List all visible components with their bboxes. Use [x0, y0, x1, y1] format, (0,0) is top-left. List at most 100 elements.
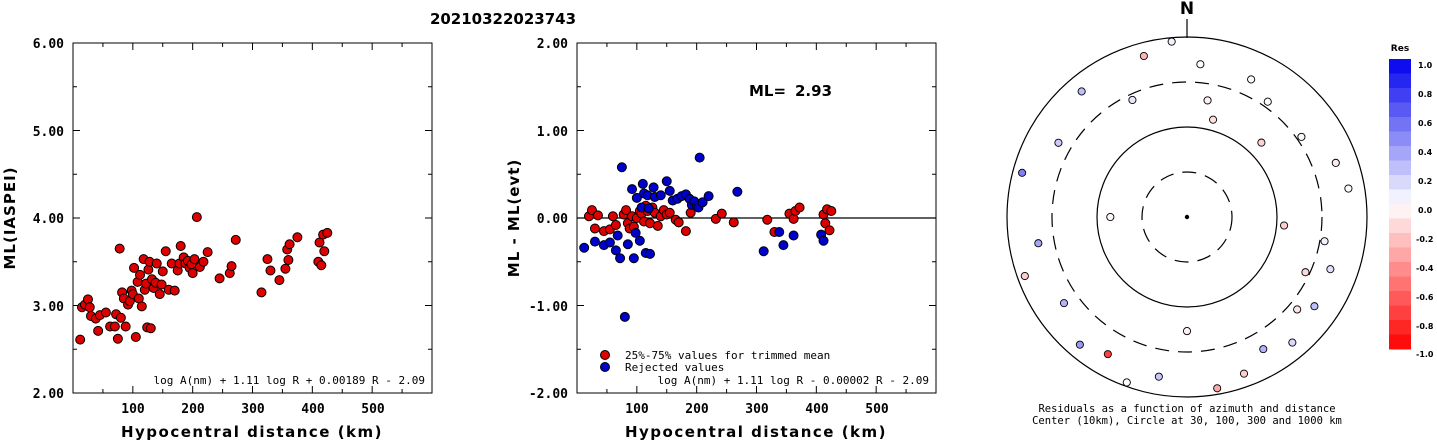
colorbar-cell [1389, 160, 1411, 176]
station-marker [1288, 338, 1297, 347]
rejected-point [627, 184, 638, 195]
trimmed-mean-point [762, 214, 773, 225]
colorbar-cell [1389, 88, 1411, 103]
ml-data-point [262, 254, 273, 265]
rejected-point [778, 240, 789, 251]
colorbar-cell [1389, 146, 1411, 161]
ml-chart-points [75, 212, 333, 345]
station-marker [1247, 75, 1256, 84]
station-marker [1257, 138, 1266, 147]
ring-300km [1051, 81, 1323, 353]
station-marker [1018, 168, 1027, 177]
legend-marker-trimmed [600, 350, 610, 360]
ml-data-point [136, 301, 147, 312]
rejected-point [631, 192, 642, 203]
residual-vs-distance-chart: -2.00 -1.00 0.00 1.00 2.00 100 200 300 4… [505, 37, 937, 441]
colorbar-cell [1389, 175, 1411, 190]
legend-marker-rejected [600, 362, 610, 372]
ml-data-point [316, 260, 327, 271]
trimmed-mean-point [728, 217, 739, 228]
station-marker [1301, 268, 1310, 277]
rejected-point [758, 246, 769, 257]
ml-value: 2.93 [795, 82, 832, 100]
rejected-point [644, 248, 655, 259]
station-marker [1326, 265, 1335, 274]
colorbar-cell [1389, 276, 1411, 292]
trimmed-mean-point [610, 220, 621, 230]
colorbar-tick: -0.4 [1416, 264, 1434, 273]
station-marker [1020, 271, 1029, 281]
trimmed-mean-point [589, 223, 600, 234]
station-marker [1106, 212, 1115, 222]
ml-data-point [115, 312, 126, 323]
polar-caption-line1: Residuals as a function of azimuth and d… [1038, 403, 1335, 415]
polar-caption-line2: Center (10km), Circle at 30, 100, 300 an… [1032, 415, 1342, 427]
ml-x-tick-label: 500 [361, 402, 385, 417]
rejected-point [643, 203, 654, 214]
station-marker [1344, 184, 1353, 193]
rejected-point [610, 245, 621, 256]
station-marker [1154, 372, 1163, 381]
residual-x-axis-label: Hypocentral distance (km) [625, 423, 887, 441]
ml-data-point [109, 321, 120, 332]
colorbar-cell [1389, 320, 1411, 335]
station-marker [1280, 221, 1289, 230]
residual-y-tick-label: 0.00 [537, 212, 568, 227]
station-marker [1310, 302, 1319, 311]
ml-data-point [75, 334, 86, 345]
station-marker [1059, 299, 1069, 308]
station-marker [1297, 132, 1306, 141]
ml-data-point [191, 212, 202, 223]
ml-data-point [292, 232, 303, 243]
colorbar-cell [1389, 102, 1411, 118]
ring-100km [1096, 126, 1278, 308]
ml-y-tick-label: 3.00 [33, 300, 64, 315]
residual-y-tick-label: -2.00 [529, 387, 568, 402]
rejected-point [788, 230, 799, 241]
ml-data-point [100, 307, 111, 318]
epicenter-marker [1184, 214, 1190, 220]
ml-x-tick-label: 300 [241, 402, 265, 417]
colorbar-cell [1389, 305, 1411, 321]
trimmed-mean-point [824, 225, 835, 236]
rejected-point [619, 311, 630, 322]
rejected-point [589, 236, 600, 247]
ml-data-point [319, 246, 330, 257]
ml-data-point [112, 333, 123, 344]
legend-label-trimmed: 25%-75% values for trimmed mean [625, 349, 830, 362]
trimmed-mean-point [621, 205, 632, 216]
rejected-point [615, 253, 626, 264]
ml-data-point [283, 255, 294, 265]
colorbar-tick: 0.8 [1418, 90, 1433, 99]
trimmed-mean-point [794, 202, 805, 213]
ml-data-point [322, 227, 333, 238]
station-marker [1077, 87, 1086, 96]
north-label: N [1180, 0, 1194, 19]
residual-y-tick-label: 1.00 [537, 125, 568, 140]
colorbar-tick: 0.4 [1418, 148, 1433, 157]
rejected-point [697, 197, 708, 208]
colorbar-tick: 0.2 [1418, 177, 1432, 186]
trimmed-mean-point [716, 208, 727, 219]
trimmed-mean-point [673, 217, 684, 228]
ml-data-point [156, 279, 167, 290]
rejected-point [774, 227, 785, 237]
residual-x-tick-label: 300 [745, 402, 769, 417]
colorbar-tick: -0.2 [1416, 235, 1434, 244]
rejected-point [648, 182, 659, 193]
colorbar-tick: -0.6 [1416, 293, 1434, 302]
station-marker [1196, 60, 1205, 69]
colorbar-cell [1389, 59, 1411, 74]
station-marker [1263, 97, 1272, 106]
rejected-point [655, 190, 666, 201]
rejected-point [818, 235, 829, 246]
station-marker [1239, 369, 1249, 378]
colorbar-tick: 0.6 [1418, 119, 1433, 128]
ml-chart-ticks [73, 42, 432, 394]
station-marker [1203, 96, 1212, 105]
ml-data-point [130, 332, 141, 342]
ml-data-point [175, 241, 186, 251]
trimmed-mean-point [607, 211, 618, 222]
ml-data-point [187, 268, 198, 279]
ml-data-point [226, 261, 237, 272]
